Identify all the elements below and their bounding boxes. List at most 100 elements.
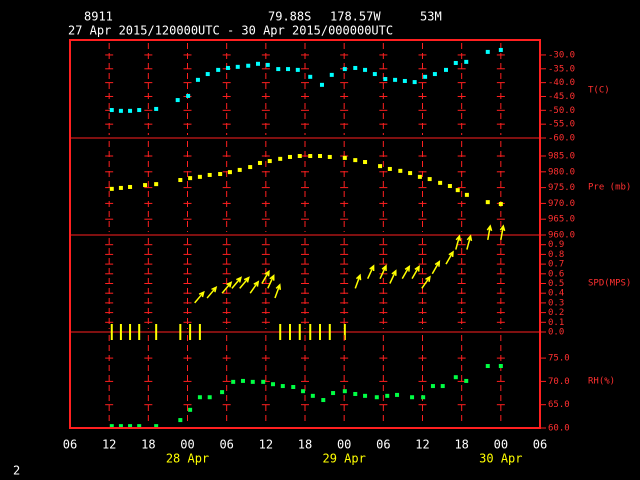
wind-arrow: [389, 269, 397, 284]
data-point: [421, 395, 426, 400]
latitude: 79.88S: [268, 10, 311, 24]
panel-label: Pre (mb): [588, 183, 631, 193]
data-point: [430, 384, 435, 389]
x-tick-label: 18: [454, 438, 468, 452]
wind-arrow: [261, 269, 270, 284]
data-point: [398, 168, 403, 173]
data-point: [440, 384, 445, 389]
y-tick-label: -50.0: [548, 106, 575, 116]
data-point: [363, 160, 368, 165]
data-point: [378, 164, 383, 169]
data-point: [393, 77, 398, 82]
data-point: [197, 395, 202, 400]
data-point: [447, 184, 452, 189]
wind-arrow: [239, 276, 250, 289]
data-point: [363, 67, 368, 72]
data-point: [276, 67, 281, 72]
data-point: [128, 108, 133, 113]
wind-arrow: [221, 281, 233, 294]
data-point: [246, 63, 251, 68]
x-tick-label: 12: [415, 438, 429, 452]
data-point: [387, 166, 392, 171]
data-point: [342, 155, 347, 160]
y-tick-label: -40.0: [548, 78, 575, 88]
data-point: [321, 398, 326, 403]
data-point: [327, 154, 332, 159]
data-point: [109, 108, 114, 113]
y-tick-label: -30.0: [548, 50, 575, 60]
y-tick-label: 975.0: [548, 183, 575, 193]
data-point: [261, 379, 266, 384]
data-point: [195, 77, 200, 82]
wind-arrow: [249, 280, 260, 294]
wind-arrow: [354, 273, 362, 289]
data-point: [235, 64, 240, 69]
wind-arrow: [445, 250, 454, 265]
data-point: [220, 390, 225, 395]
data-point: [278, 156, 283, 161]
data-point: [383, 77, 388, 82]
wind-arrow: [431, 260, 441, 275]
data-point: [178, 178, 183, 183]
data-point: [257, 160, 262, 165]
x-tick-label: 12: [259, 438, 273, 452]
y-tick-label: 0.2: [548, 308, 564, 318]
data-point: [118, 185, 123, 190]
data-point: [308, 154, 313, 159]
data-point: [301, 389, 306, 394]
wind-arrow: [267, 274, 275, 289]
data-point: [453, 375, 458, 380]
y-tick-label: -45.0: [548, 92, 575, 102]
y-tick-label: 0.7: [548, 260, 564, 270]
data-point: [342, 389, 347, 394]
wind-arrow: [206, 286, 218, 299]
x-tick-label: 18: [141, 438, 155, 452]
data-point: [118, 108, 123, 113]
y-tick-label: 70.0: [548, 377, 570, 387]
wind-arrow: [486, 224, 493, 240]
y-tick-label: 980.0: [548, 167, 575, 177]
panel-label: RH(%): [588, 377, 615, 387]
data-point: [353, 158, 358, 163]
data-point: [205, 72, 210, 77]
data-point: [329, 72, 334, 77]
y-tick-label: -35.0: [548, 64, 575, 74]
y-tick-label: -55.0: [548, 120, 575, 130]
data-point: [231, 379, 236, 384]
data-point: [237, 167, 242, 172]
data-point: [287, 154, 292, 159]
y-tick-label: 960.0: [548, 231, 575, 241]
data-point: [412, 80, 417, 85]
wind-arrow: [455, 234, 462, 250]
y-tick-label: 0.3: [548, 298, 564, 308]
data-point: [118, 424, 123, 429]
wind-arrow: [379, 264, 387, 279]
x-tick-label: 06: [376, 438, 390, 452]
wind-arrow: [366, 264, 375, 279]
data-point: [455, 188, 460, 193]
x-tick-label: 06: [533, 438, 547, 452]
wind-arrow: [274, 283, 282, 299]
page-number: 2: [13, 464, 20, 478]
data-point: [207, 395, 212, 400]
date-label: 29 Apr: [322, 452, 365, 466]
data-point: [128, 424, 133, 429]
panel-label: T(C): [588, 86, 610, 96]
data-point: [342, 67, 347, 72]
y-tick-label: 970.0: [548, 199, 575, 209]
data-point: [485, 200, 490, 205]
data-point: [109, 424, 114, 429]
longitude: 178.57W: [330, 10, 381, 24]
data-point: [280, 384, 285, 389]
data-point: [218, 172, 223, 177]
data-point: [286, 67, 291, 72]
data-point: [207, 172, 212, 177]
data-point: [186, 93, 191, 98]
y-tick-label: 60.0: [548, 424, 570, 434]
y-tick-label: 985.0: [548, 152, 575, 162]
data-point: [453, 60, 458, 65]
data-point: [143, 183, 148, 188]
data-point: [408, 171, 413, 176]
